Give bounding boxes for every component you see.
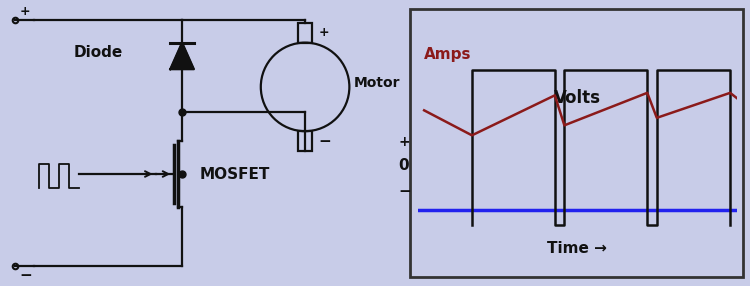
Text: +: + — [319, 26, 329, 39]
Text: +: + — [20, 5, 30, 18]
Text: Amps: Amps — [424, 47, 472, 61]
Text: 0: 0 — [399, 158, 410, 173]
Polygon shape — [170, 43, 194, 69]
Text: Volts: Volts — [554, 89, 601, 107]
Bar — [298, 23, 312, 43]
Text: −: − — [20, 268, 32, 283]
Text: Diode: Diode — [74, 45, 123, 60]
Text: +: + — [399, 135, 410, 148]
Text: Time →: Time → — [548, 241, 607, 255]
Text: −: − — [319, 134, 332, 148]
Text: −: − — [399, 184, 412, 199]
Bar — [298, 131, 312, 151]
Text: MOSFET: MOSFET — [200, 166, 270, 182]
Text: Motor: Motor — [353, 76, 400, 90]
